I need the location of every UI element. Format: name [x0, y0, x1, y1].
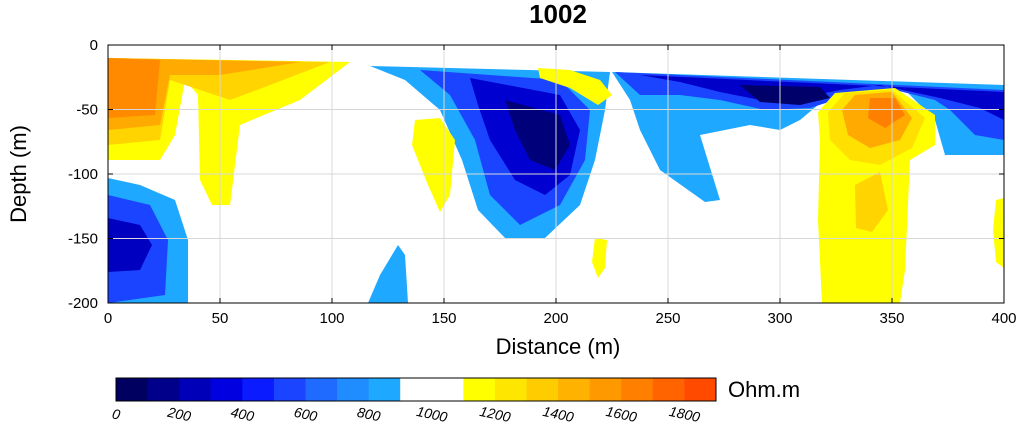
- colorbar-swatch: [305, 378, 338, 401]
- contour-high-right-core: [868, 98, 905, 128]
- x-tick-label: 100: [319, 310, 344, 327]
- colorbar-swatch: [116, 378, 149, 401]
- x-tick-label: 350: [879, 310, 904, 327]
- contour-low-bottom-wedge: [368, 245, 408, 303]
- colorbar-swatch: [337, 378, 370, 401]
- colorbar-tick-label: 800: [356, 404, 382, 425]
- colorbar-swatch: [400, 378, 433, 401]
- colorbar-tick-label: 1400: [541, 403, 575, 425]
- contour-high-patch-c: [592, 238, 607, 278]
- colorbar-tick-label: 0: [111, 405, 122, 422]
- colorbar-swatch: [147, 378, 180, 401]
- contour-low-right-inner: [640, 75, 1004, 120]
- contour-low-right-outer: [612, 72, 1004, 202]
- colorbar-swatch: [684, 378, 717, 401]
- colorbar-tick-label: 1800: [668, 403, 702, 425]
- colorbar-swatch: [494, 378, 528, 401]
- y-tick-label: -150: [68, 231, 98, 248]
- contour-high-patch-a: [412, 118, 455, 212]
- y-axis-ticks: 0 -50 -100 -150 -200: [68, 37, 1004, 312]
- plot-grid: [108, 45, 1004, 303]
- x-tick-label: 250: [655, 310, 680, 327]
- y-tick-label: -50: [76, 102, 98, 119]
- contour-high-edge-right: [993, 198, 1004, 268]
- x-tick-label: 50: [212, 310, 229, 327]
- contour-high-left: [108, 58, 350, 205]
- colorbar-swatch: [210, 378, 243, 401]
- y-tick-label: -200: [68, 295, 98, 312]
- x-tick-label: 0: [104, 310, 112, 327]
- contour-fill-layer: [108, 45, 1004, 303]
- y-tick-label: -100: [68, 166, 98, 183]
- colorbar-tick-label: 600: [293, 404, 319, 425]
- colorbar: 0 200 400 600 800 1000 1200 1400 1600 1800: [111, 377, 717, 425]
- colorbar-swatch: [273, 378, 306, 401]
- x-tick-label: 400: [991, 310, 1016, 327]
- colorbar-swatch: [589, 378, 622, 401]
- colorbar-unit-label: Ohm.m: [728, 377, 800, 402]
- colorbar-swatch: [242, 378, 275, 401]
- colorbar-swatch: [526, 378, 559, 401]
- contour-low-right-core: [740, 85, 830, 105]
- contour-high-right-deep: [855, 172, 888, 232]
- x-tick-label: 300: [767, 310, 792, 327]
- colorbar-tick-label: 1200: [478, 403, 512, 425]
- contour-high-left-4: [108, 58, 160, 118]
- colorbar-tick-label: 200: [165, 404, 192, 425]
- colorbar-tick-label: 400: [229, 404, 255, 425]
- x-tick-label: 200: [543, 310, 568, 327]
- x-axis-label: Distance (m): [496, 334, 621, 359]
- colorbar-tick-label: 1600: [605, 403, 639, 425]
- chart-title: 1002: [529, 0, 587, 29]
- x-axis-ticks: 0 50 100 150 200 250 300 350 400: [104, 45, 1017, 327]
- colorbar-swatch: [558, 378, 591, 401]
- colorbar-swatch: [652, 378, 685, 401]
- colorbar-frame: [115, 377, 717, 402]
- x-tick-label: 150: [431, 310, 456, 327]
- y-tick-label: 0: [90, 37, 98, 54]
- y-axis-label: Depth (m): [6, 125, 31, 223]
- contour-low-center-core: [505, 100, 570, 170]
- colorbar-swatch: [179, 378, 212, 401]
- colorbar-tick-label: 1000: [415, 403, 449, 425]
- colorbar-swatch: [368, 378, 401, 401]
- contour-low-left-core: [108, 218, 152, 272]
- colorbar-swatch: [431, 378, 464, 401]
- colorbar-swatch: [621, 378, 654, 401]
- colorbar-swatch: [463, 378, 496, 401]
